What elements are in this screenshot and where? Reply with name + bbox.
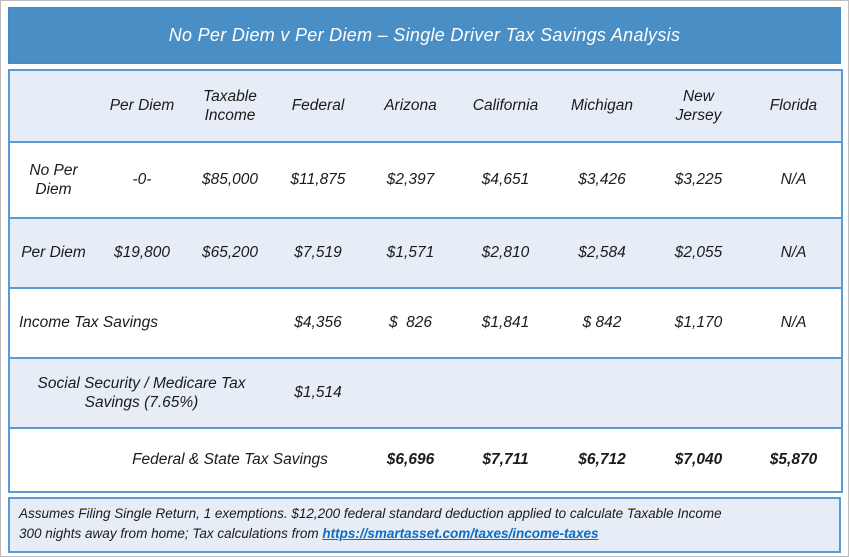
table-cell: $ 842: [553, 287, 651, 359]
empty-cell: [363, 357, 843, 429]
column-header-blank: [8, 69, 97, 143]
footnote-line1: Assumes Filing Single Return, 1 exemptio…: [19, 506, 722, 521]
table-cell: -0-: [97, 141, 187, 219]
row-label: Per Diem: [8, 217, 97, 289]
table-cell: $1,170: [651, 287, 746, 359]
table-cell: N/A: [746, 287, 843, 359]
table-cell: $2,397: [363, 141, 458, 219]
table-cell: $19,800: [97, 217, 187, 289]
column-header-florida: Florida: [746, 69, 843, 143]
page-title: No Per Diem v Per Diem – Single Driver T…: [168, 25, 681, 45]
table-cell: $5,870: [746, 427, 843, 493]
row-social-security-medicare: Social Security / Medicare Tax Savings (…: [8, 357, 843, 429]
table-cell: $2,055: [651, 217, 746, 289]
row-label: Federal & State Tax Savings: [97, 427, 363, 493]
row-label: Social Security / Medicare Tax Savings (…: [8, 357, 273, 429]
row-label: Income Tax Savings: [8, 287, 273, 359]
footnote: Assumes Filing Single Return, 1 exemptio…: [8, 497, 841, 553]
table-cell: $3,426: [553, 141, 651, 219]
empty-cell: [8, 427, 97, 493]
column-header-taxable-income: Taxable Income: [187, 69, 273, 143]
row-income-tax-savings: Income Tax Savings $4,356 $ 826 $1,841 $…: [8, 287, 843, 359]
row-label: No Per Diem: [8, 141, 97, 219]
row-no-per-diem: No Per Diem -0- $85,000 $11,875 $2,397 $…: [8, 141, 843, 219]
table-cell: $7,519: [273, 217, 363, 289]
smartasset-link[interactable]: https://smartasset.com/taxes/income-taxe…: [322, 526, 599, 542]
column-header-california: California: [458, 69, 553, 143]
table-cell: $1,571: [363, 217, 458, 289]
table-cell: $65,200: [187, 217, 273, 289]
table-cell: $2,810: [458, 217, 553, 289]
table-cell: $6,696: [363, 427, 458, 493]
column-header-federal: Federal: [273, 69, 363, 143]
column-header-michigan: Michigan: [553, 69, 651, 143]
table-cell: $1,514: [273, 357, 363, 429]
table-cell: N/A: [746, 141, 843, 219]
header-row: Per Diem Taxable Income Federal Arizona …: [8, 69, 843, 143]
table-cell: $11,875: [273, 141, 363, 219]
table-cell: $85,000: [187, 141, 273, 219]
footnote-line2: 300 nights away from home; Tax calculati…: [19, 526, 323, 542]
column-header-arizona: Arizona: [363, 69, 458, 143]
table-cell: $4,356: [273, 287, 363, 359]
tax-savings-table: Per Diem Taxable Income Federal Arizona …: [8, 69, 843, 493]
table-cell: $7,040: [651, 427, 746, 493]
table-cell: $6,712: [553, 427, 651, 493]
title-bar: No Per Diem v Per Diem – Single Driver T…: [8, 7, 841, 64]
column-header-per-diem: Per Diem: [97, 69, 187, 143]
table-cell: $1,841: [458, 287, 553, 359]
column-header-new-jersey: New Jersey: [651, 69, 746, 143]
table-cell: $4,651: [458, 141, 553, 219]
row-per-diem: Per Diem $19,800 $65,200 $7,519 $1,571 $…: [8, 217, 843, 289]
row-federal-state-tax-savings: Federal & State Tax Savings $6,696 $7,71…: [8, 427, 843, 493]
table-cell: $7,711: [458, 427, 553, 493]
table-cell: $2,584: [553, 217, 651, 289]
table-cell: N/A: [746, 217, 843, 289]
table-cell: $3,225: [651, 141, 746, 219]
table-cell: $ 826: [363, 287, 458, 359]
